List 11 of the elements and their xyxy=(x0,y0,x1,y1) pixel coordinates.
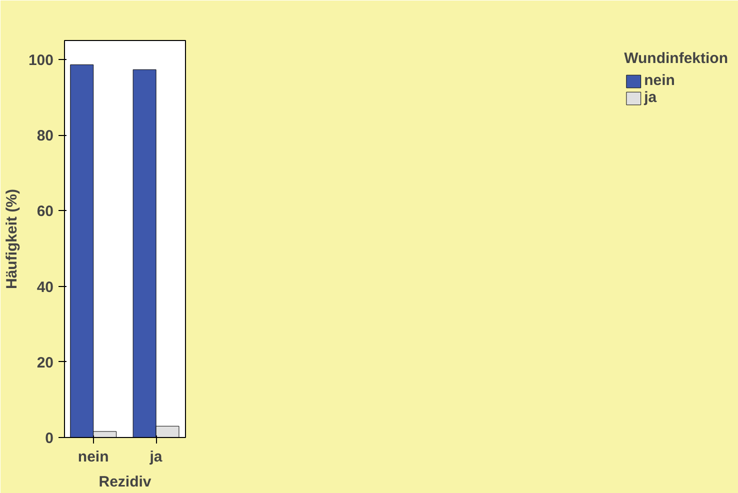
y-tick-label: 60 xyxy=(36,203,54,220)
y-tick-label: 40 xyxy=(36,278,54,296)
y-tick-label: 80 xyxy=(36,128,54,145)
y-tick-label: 100 xyxy=(28,52,54,69)
y-axis-title: Häufigkeit (%) xyxy=(3,188,20,289)
legend-label: ja xyxy=(644,89,658,106)
y-tick-label: 0 xyxy=(45,430,54,447)
legend-label: nein xyxy=(644,72,675,89)
y-tick-label: 20 xyxy=(36,354,54,372)
x-axis-title: Rezidiv xyxy=(98,474,152,490)
legend-title: Wundinfektion xyxy=(624,50,728,67)
